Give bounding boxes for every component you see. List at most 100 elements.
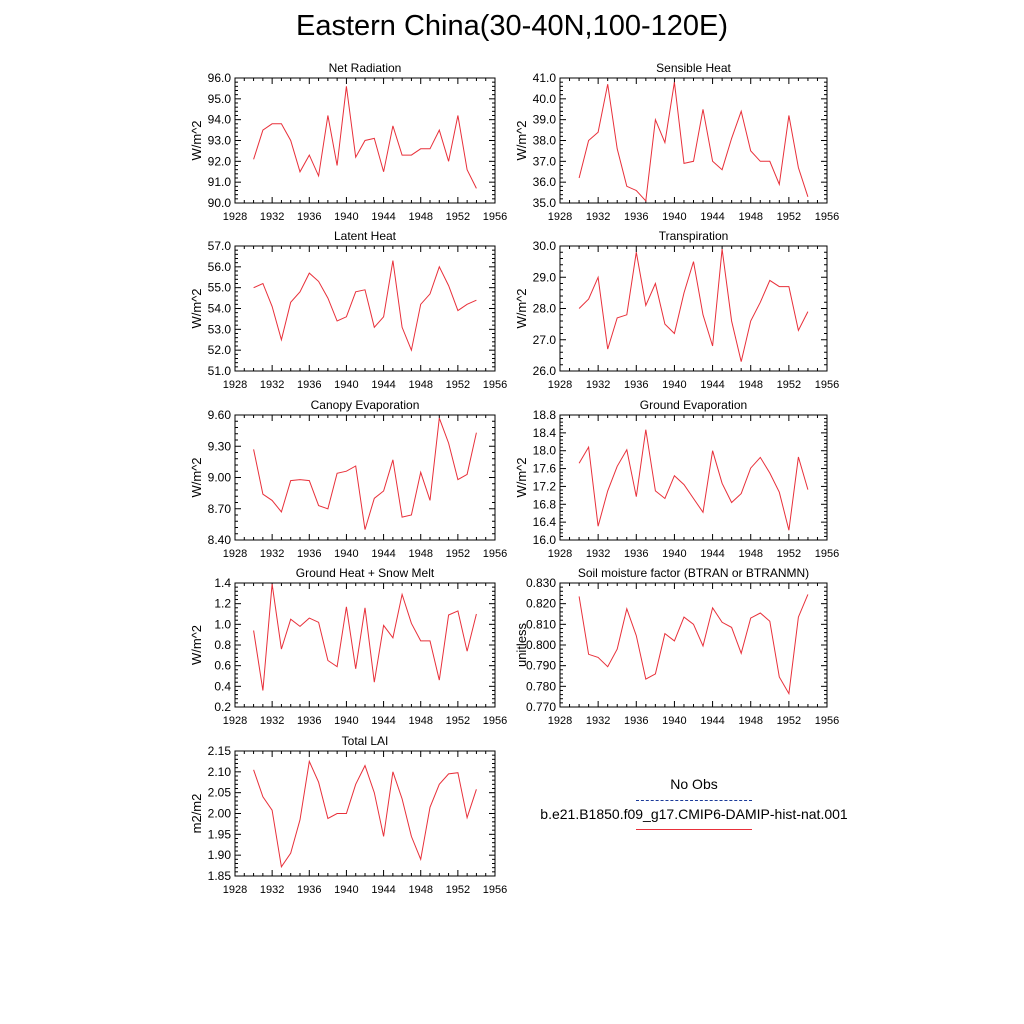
series-line — [578, 594, 809, 696]
y-tick-label: 1.4 — [214, 576, 231, 590]
x-tick-label: 1940 — [662, 379, 686, 391]
plot-frame — [234, 750, 496, 877]
y-tick-label: 0.780 — [526, 679, 556, 693]
y-tick-label: 57.0 — [208, 239, 232, 253]
y-axis-label: m2/m2 — [189, 794, 204, 834]
x-tick-label: 1952 — [446, 548, 470, 560]
x-tick-label: 1928 — [548, 379, 572, 391]
x-tick-label: 1956 — [815, 211, 839, 223]
chart-panel-4: Transpiration W/m^2 1928 1932 1936 1940 1944 19… — [514, 229, 839, 391]
chart-panel-1: Net Radiation W/m^2 1928 1932 1936 1940 1944 19… — [189, 61, 507, 223]
x-tick-label: 1952 — [777, 211, 801, 223]
x-tick-label: 1948 — [738, 211, 762, 223]
y-axis-label: W/m^2 — [189, 288, 204, 328]
x-tick-label: 1928 — [223, 211, 247, 223]
x-tick-label: 1928 — [548, 211, 572, 223]
plot-frame — [234, 414, 496, 541]
legend-case-label: b.e21.B1850.f09_g17.CMIP6-DAMIP-hist-nat… — [540, 806, 848, 822]
legend-obs-label: No Obs — [670, 776, 718, 792]
y-tick-label: 0.790 — [526, 659, 556, 673]
x-tick-label: 1944 — [700, 548, 724, 560]
y-tick-label: 26.0 — [533, 364, 557, 378]
plot-frame — [559, 245, 828, 372]
chart-panel-6: Ground Evaporation W/m^2 1928 1932 1936 1940 1… — [514, 398, 839, 560]
y-tick-label: 16.4 — [533, 515, 557, 529]
y-tick-label: 92.0 — [208, 154, 232, 168]
x-tick-label: 1952 — [777, 379, 801, 391]
x-tick-label: 1948 — [408, 379, 432, 391]
y-tick-label: 9.00 — [208, 471, 232, 485]
y-tick-label: 94.0 — [208, 113, 232, 127]
y-tick-label: 0.770 — [526, 700, 556, 714]
y-tick-label: 39.0 — [533, 113, 557, 127]
x-tick-label: 1928 — [548, 715, 572, 727]
y-tick-label: 17.6 — [533, 462, 557, 476]
x-tick-label: 1948 — [408, 211, 432, 223]
y-tick-label: 36.0 — [533, 175, 557, 189]
x-tick-label: 1936 — [297, 379, 321, 391]
x-tick-label: 1944 — [371, 379, 395, 391]
x-tick-label: 1948 — [408, 548, 432, 560]
y-tick-label: 8.40 — [208, 533, 232, 547]
chart-panel-7: Ground Heat + Snow Melt W/m^2 1928 1932 1936… — [189, 566, 507, 727]
panel-title: Canopy Evaporation — [311, 398, 420, 412]
x-tick-label: 1932 — [586, 548, 610, 560]
legend-case-line — [636, 829, 752, 830]
x-tick-label: 1952 — [446, 211, 470, 223]
x-tick-label: 1944 — [700, 715, 724, 727]
y-tick-label: 1.90 — [208, 848, 232, 862]
x-tick-label: 1936 — [297, 211, 321, 223]
series-line — [578, 429, 809, 531]
x-tick-label: 1948 — [408, 715, 432, 727]
x-tick-label: 1948 — [738, 379, 762, 391]
x-tick-label: 1952 — [777, 715, 801, 727]
x-tick-label: 1956 — [815, 379, 839, 391]
y-tick-label: 40.0 — [533, 92, 557, 106]
x-tick-label: 1932 — [586, 715, 610, 727]
x-tick-label: 1928 — [223, 884, 247, 896]
x-tick-label: 1948 — [738, 715, 762, 727]
series-line — [253, 417, 477, 530]
y-tick-label: 1.0 — [214, 617, 231, 631]
y-tick-label: 0.830 — [526, 576, 556, 590]
series-line — [578, 82, 809, 203]
panel-title: Transpiration — [659, 229, 729, 243]
x-tick-label: 1932 — [260, 884, 284, 896]
x-tick-label: 1936 — [624, 715, 648, 727]
y-tick-label: 53.0 — [208, 322, 232, 336]
y-tick-label: 29.0 — [533, 270, 557, 284]
x-tick-label: 1928 — [223, 548, 247, 560]
plot-frame — [559, 582, 828, 708]
x-tick-label: 1940 — [334, 211, 358, 223]
x-tick-label: 1956 — [483, 379, 507, 391]
x-tick-label: 1952 — [446, 884, 470, 896]
x-tick-label: 1956 — [815, 548, 839, 560]
y-tick-label: 93.0 — [208, 134, 232, 148]
plot-frame — [559, 77, 828, 204]
y-tick-label: 37.0 — [533, 154, 557, 168]
x-tick-label: 1952 — [777, 548, 801, 560]
x-tick-label: 1952 — [446, 379, 470, 391]
y-tick-label: 41.0 — [533, 71, 557, 85]
y-tick-label: 1.2 — [214, 597, 231, 611]
y-tick-label: 90.0 — [208, 196, 232, 210]
chart-panel-2: Sensible Heat W/m^2 1928 1932 1936 1940 1944 19… — [514, 61, 839, 223]
x-tick-label: 1928 — [548, 548, 572, 560]
x-tick-label: 1952 — [446, 715, 470, 727]
y-axis-label: W/m^2 — [189, 457, 204, 497]
y-tick-label: 1.85 — [208, 869, 232, 883]
x-tick-label: 1956 — [815, 715, 839, 727]
x-tick-label: 1940 — [334, 379, 358, 391]
chart-panel-5: Canopy Evaporation W/m^2 1928 1932 1936 1940 1… — [189, 398, 507, 560]
y-tick-label: 0.820 — [526, 597, 556, 611]
y-tick-label: 56.0 — [208, 260, 232, 274]
x-tick-label: 1940 — [662, 548, 686, 560]
y-axis-label: W/m^2 — [189, 120, 204, 160]
x-tick-label: 1932 — [586, 379, 610, 391]
y-tick-label: 0.800 — [526, 638, 556, 652]
y-tick-label: 2.00 — [208, 807, 232, 821]
series-line — [253, 759, 477, 869]
chart-panel-8: Soil moisture factor (BTRAN or BTRANMN) u… — [514, 566, 839, 727]
y-tick-label: 35.0 — [533, 196, 557, 210]
